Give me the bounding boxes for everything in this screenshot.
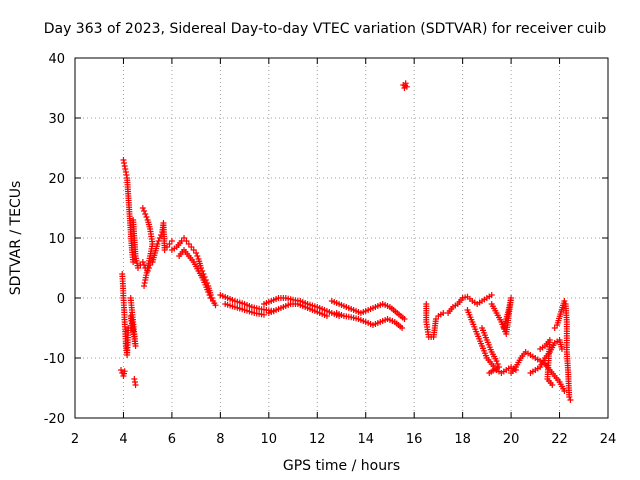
x-tick-label: 2 [71, 432, 79, 447]
data-point [142, 277, 149, 283]
data-point [399, 325, 406, 331]
series-hump-20h [508, 349, 568, 394]
y-tick-label: 0 [57, 292, 65, 307]
x-tick-label: 8 [216, 432, 224, 447]
y-tick-label: -20 [44, 412, 65, 427]
x-tick-label: 22 [551, 432, 568, 447]
data-point [141, 208, 148, 214]
data-point [122, 169, 129, 175]
data-point [566, 394, 573, 400]
x-tick-label: 10 [261, 432, 278, 447]
data-point [205, 289, 212, 295]
data-point [132, 382, 139, 388]
x-tick-label: 4 [119, 432, 127, 447]
x-tick-label: 18 [454, 432, 471, 447]
x-tick-label: 6 [168, 432, 176, 447]
data-point [493, 358, 500, 364]
plot-frame [74, 57, 609, 419]
series-spike-4h [119, 271, 132, 358]
data-point [561, 388, 568, 394]
data-point [131, 376, 138, 382]
data-point [488, 292, 495, 298]
data-point [156, 235, 163, 241]
data-point [402, 80, 409, 87]
data-point [143, 214, 150, 220]
data-point [131, 379, 138, 385]
gridlines [75, 58, 608, 418]
series-low-4.5h [131, 376, 139, 388]
data-point [403, 83, 410, 90]
data-points [118, 80, 574, 403]
data-point [158, 232, 165, 238]
data-point [193, 250, 200, 256]
data-point [558, 346, 565, 352]
data-point [168, 238, 175, 244]
data-point [141, 280, 148, 286]
data-point [401, 316, 408, 322]
data-point [139, 259, 146, 265]
x-axis-label: GPS time / hours [283, 458, 400, 474]
data-point [494, 361, 501, 367]
series-hump-17.5h [445, 292, 495, 316]
data-point [567, 397, 574, 403]
series-sparse-16.5h [423, 301, 447, 340]
data-point [155, 238, 162, 244]
x-tick-label: 24 [600, 432, 617, 447]
data-point [139, 205, 146, 211]
series-peak-6h [168, 235, 219, 309]
series-outlier-15.7h [400, 80, 410, 91]
series-arc-5h [139, 205, 156, 289]
series-descent-18.5h [464, 307, 519, 376]
data-point [194, 253, 201, 259]
data-point [123, 172, 130, 178]
data-point [130, 328, 137, 334]
x-tick-label: 20 [503, 432, 520, 447]
x-tick-label: 16 [406, 432, 423, 447]
data-point [118, 367, 125, 373]
data-point [561, 298, 568, 304]
data-point [206, 292, 213, 298]
series-descent-19h-b [479, 325, 502, 376]
chart-title: Day 363 of 2023, Sidereal Day-to-day VTE… [44, 21, 607, 37]
series-rise-19.5h [488, 295, 515, 337]
data-point [121, 163, 128, 169]
y-tick-label: -10 [44, 352, 65, 367]
series-lower-cluster-4h [118, 367, 128, 379]
series-branch-4.3h [127, 295, 139, 349]
series-flat-13h [333, 310, 406, 331]
data-point [122, 166, 129, 172]
data-point [323, 313, 330, 319]
series-peak-6h-b [176, 247, 214, 301]
data-point [120, 157, 127, 163]
data-point [154, 241, 161, 247]
y-axis-label: SDTVAR / TECUs [8, 181, 24, 296]
series-flat-12h [328, 298, 408, 322]
series-rise-4h [120, 157, 137, 265]
x-tick-label: 12 [309, 432, 326, 447]
data-point [141, 283, 148, 289]
data-point [142, 211, 149, 217]
data-point [207, 295, 214, 301]
series-flat-10h-b [265, 301, 330, 319]
series-rise-5.5h [149, 220, 175, 265]
data-point [549, 382, 556, 388]
series-flat-8h-b [222, 301, 267, 318]
series-tail-22h [551, 298, 574, 403]
data-point [260, 311, 267, 318]
data-point [130, 259, 137, 265]
y-tick-label: 30 [48, 112, 65, 127]
y-tick-label: 10 [48, 232, 65, 247]
y-tick-label: 20 [48, 172, 65, 187]
data-point [500, 325, 507, 331]
data-point [486, 370, 493, 376]
data-point [212, 302, 219, 309]
x-tick-label: 14 [357, 432, 374, 447]
y-tick-label: 40 [48, 52, 65, 67]
data-point [121, 368, 128, 375]
data-point [121, 160, 128, 166]
series-sparse-21h [537, 337, 556, 388]
